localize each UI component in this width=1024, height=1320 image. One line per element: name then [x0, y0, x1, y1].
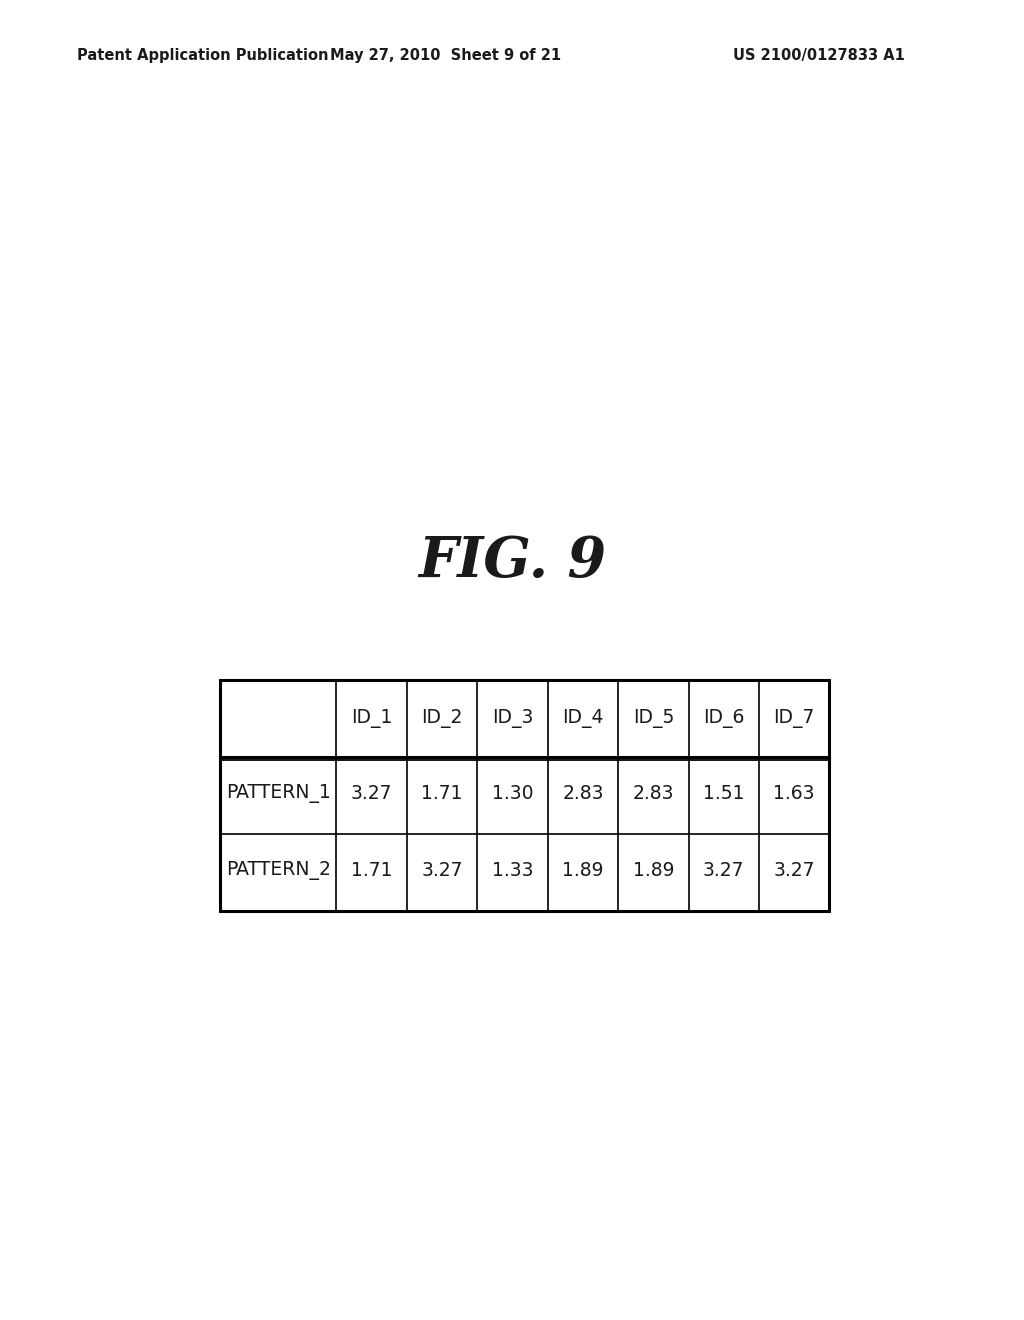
Text: ID_4: ID_4 [562, 709, 604, 727]
Text: ID_7: ID_7 [773, 709, 815, 727]
Text: 3.27: 3.27 [703, 861, 744, 880]
Text: 2.83: 2.83 [562, 784, 604, 803]
Text: ID_6: ID_6 [703, 709, 744, 727]
Text: 1.71: 1.71 [421, 784, 463, 803]
Text: ID_2: ID_2 [421, 709, 463, 727]
Text: ID_1: ID_1 [351, 709, 392, 727]
Text: May 27, 2010  Sheet 9 of 21: May 27, 2010 Sheet 9 of 21 [330, 48, 561, 63]
Text: 1.33: 1.33 [492, 861, 534, 880]
Text: ID_3: ID_3 [492, 709, 534, 727]
Text: 3.27: 3.27 [351, 784, 392, 803]
Text: 3.27: 3.27 [421, 861, 463, 880]
Text: 3.27: 3.27 [773, 861, 815, 880]
Text: 1.89: 1.89 [633, 861, 674, 880]
Text: 1.30: 1.30 [492, 784, 534, 803]
Text: US 2100/0127833 A1: US 2100/0127833 A1 [733, 48, 905, 63]
Text: Patent Application Publication: Patent Application Publication [77, 48, 329, 63]
Text: 1.89: 1.89 [562, 861, 604, 880]
Text: 1.51: 1.51 [703, 784, 744, 803]
Text: 1.63: 1.63 [773, 784, 815, 803]
Text: 1.71: 1.71 [351, 861, 392, 880]
Text: PATTERN_2: PATTERN_2 [226, 861, 331, 880]
Text: ID_5: ID_5 [633, 709, 674, 727]
Text: 2.83: 2.83 [633, 784, 674, 803]
Text: PATTERN_1: PATTERN_1 [226, 784, 331, 803]
Bar [220, 680, 829, 911]
Text: FIG. 9: FIG. 9 [418, 533, 606, 589]
